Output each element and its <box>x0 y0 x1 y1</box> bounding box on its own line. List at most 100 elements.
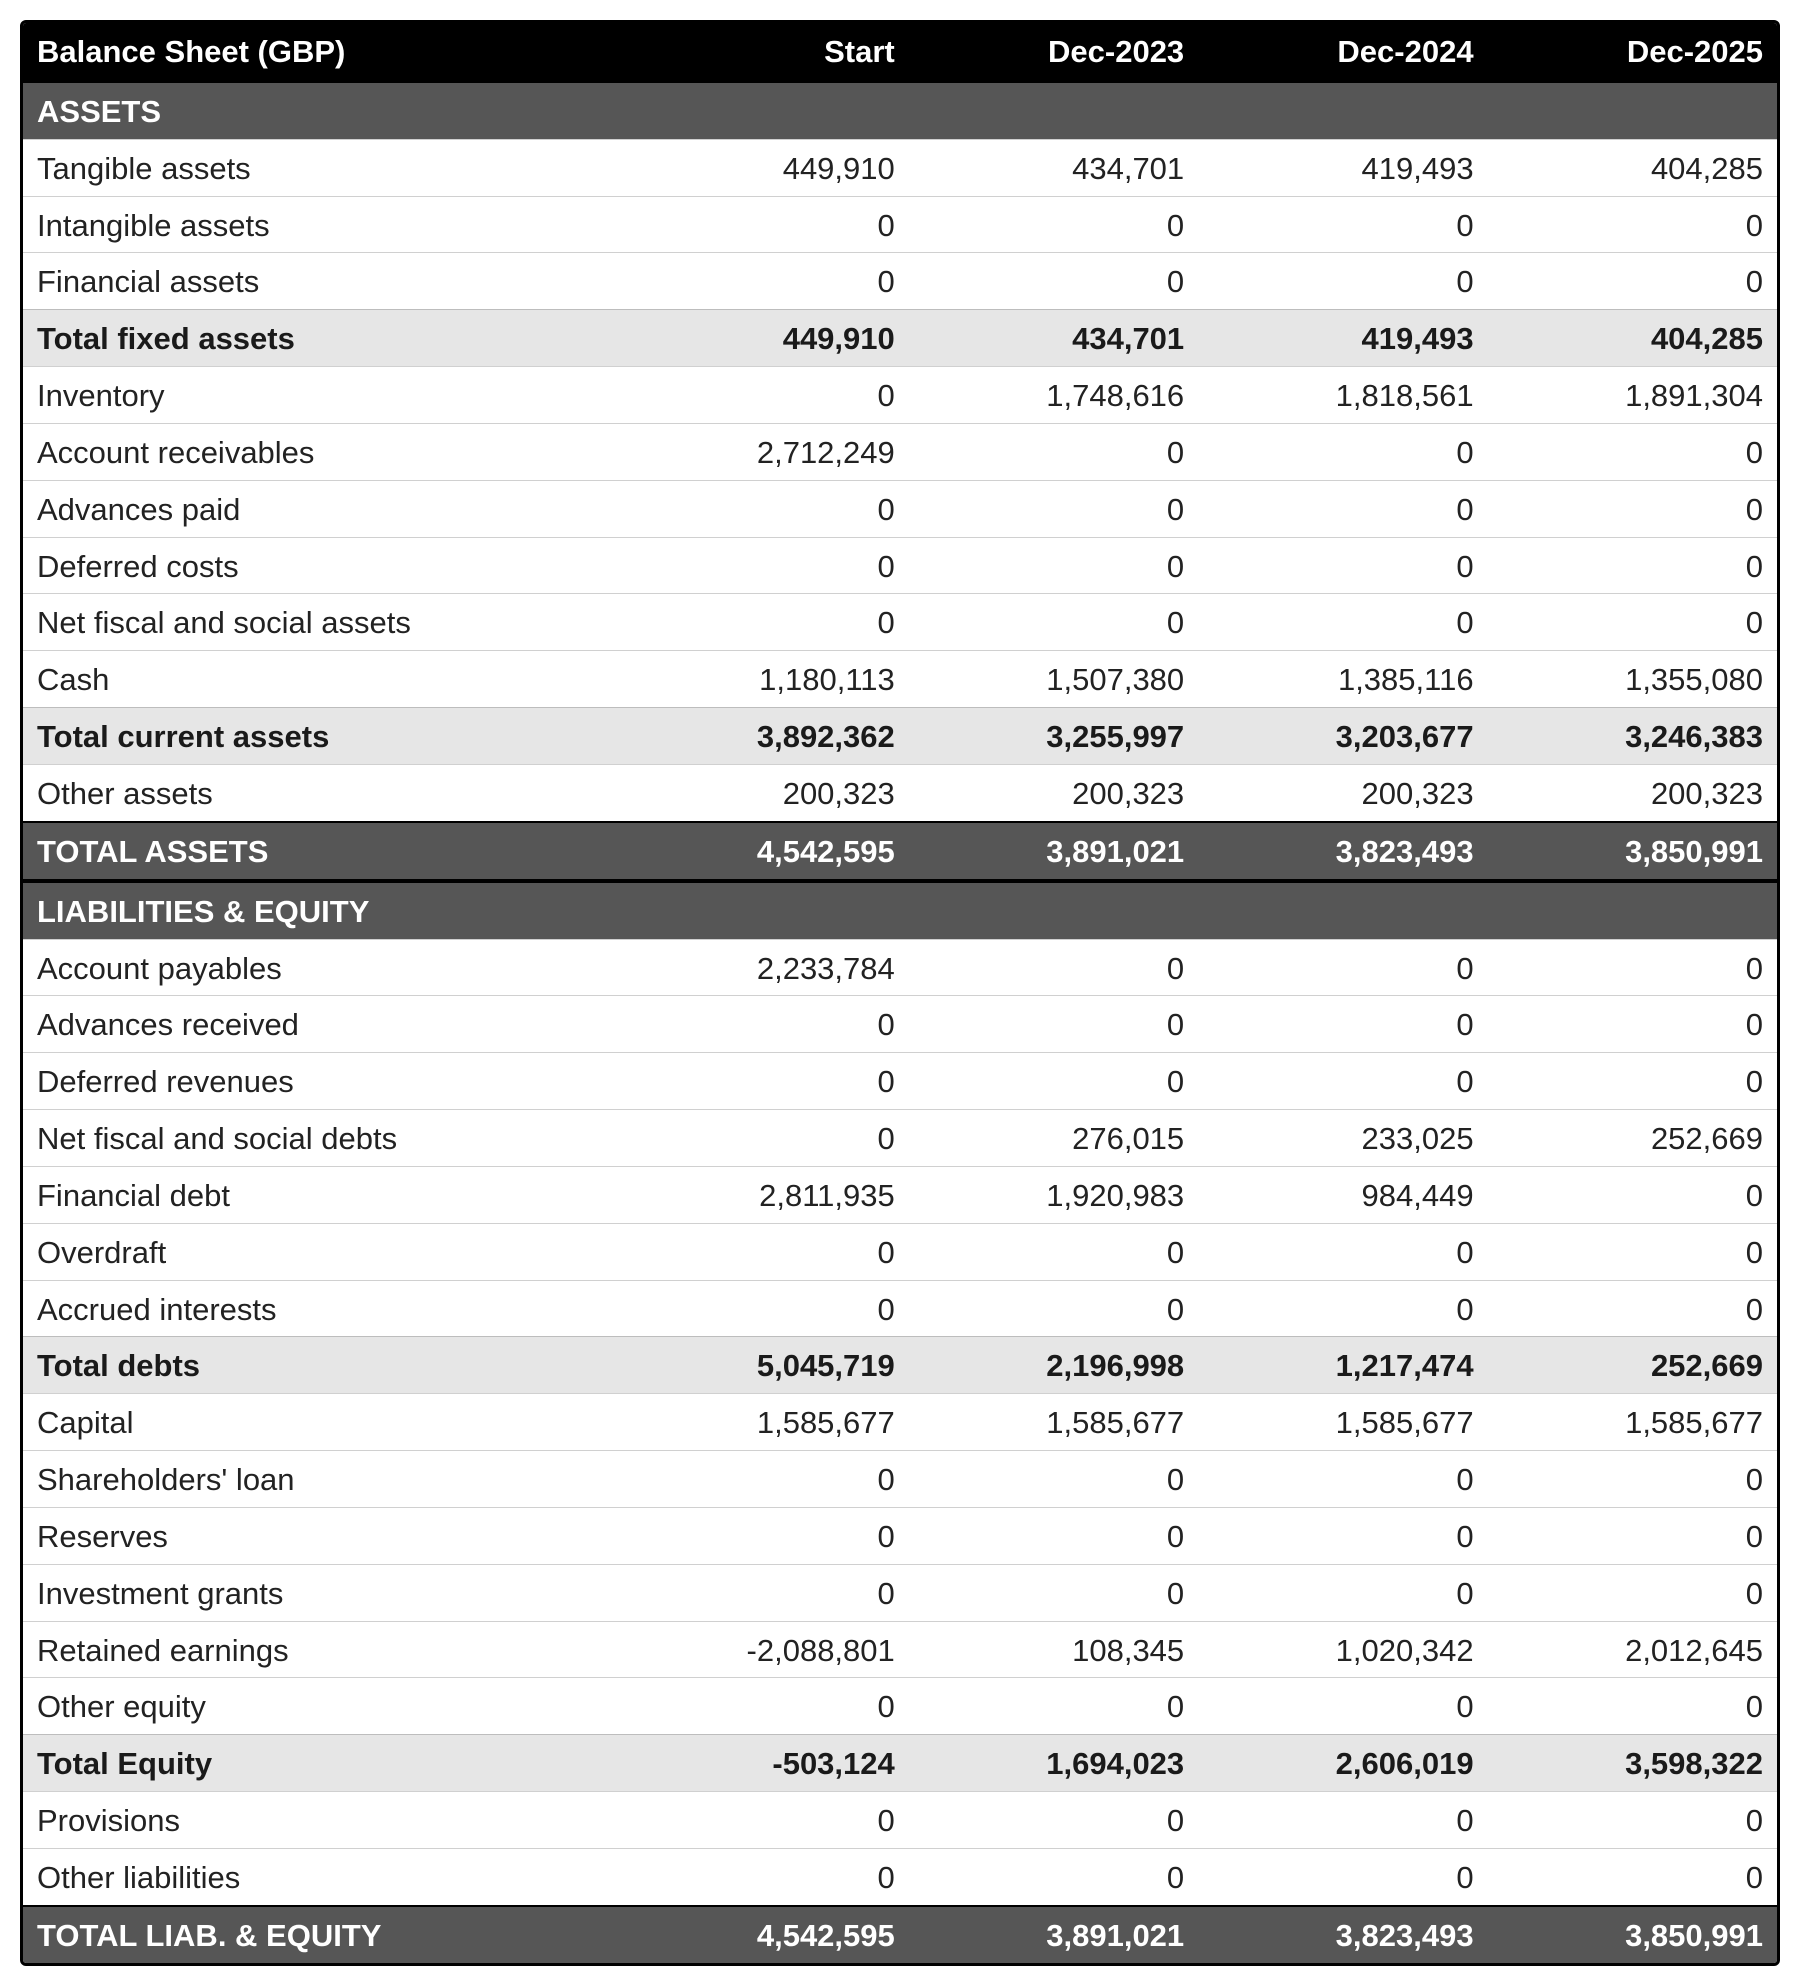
cell-value: 0 <box>619 996 908 1053</box>
cell-value: 0 <box>1198 939 1487 996</box>
cell-value: 0 <box>1198 480 1487 537</box>
cell-value: 0 <box>619 1053 908 1110</box>
cell-value: 0 <box>1198 1507 1487 1564</box>
cell-value: 984,449 <box>1198 1166 1487 1223</box>
cell-value: 1,217,474 <box>1198 1337 1487 1394</box>
row-label: Advances received <box>23 996 619 1053</box>
cell-value: 0 <box>909 1564 1198 1621</box>
cell-value: 0 <box>1488 537 1777 594</box>
cell-value: 1,585,677 <box>1488 1394 1777 1451</box>
row-label: Total Equity <box>23 1735 619 1792</box>
table-row: Investment grants0000 <box>23 1564 1777 1621</box>
table-row: Capital1,585,6771,585,6771,585,6771,585,… <box>23 1394 1777 1451</box>
cell-value: 0 <box>1198 423 1487 480</box>
cell-value: 0 <box>619 1792 908 1849</box>
cell-value: 0 <box>1488 1678 1777 1735</box>
table-row: Reserves0000 <box>23 1507 1777 1564</box>
cell-value: 0 <box>909 1053 1198 1110</box>
cell-value: 3,823,493 <box>1198 822 1487 881</box>
cell-value: 0 <box>909 1507 1198 1564</box>
table-row: Net fiscal and social assets0000 <box>23 594 1777 651</box>
cell-value: 0 <box>1488 423 1777 480</box>
row-label: Total current assets <box>23 708 619 765</box>
row-label: Financial assets <box>23 253 619 310</box>
cell-value: 2,712,249 <box>619 423 908 480</box>
table-row: Tangible assets449,910434,701419,493404,… <box>23 139 1777 196</box>
cell-value: 3,850,991 <box>1488 1906 1777 1963</box>
cell-value: 0 <box>1488 1451 1777 1508</box>
cell-value: 2,233,784 <box>619 939 908 996</box>
cell-value: 1,585,677 <box>1198 1394 1487 1451</box>
row-label: Total debts <box>23 1337 619 1394</box>
row-label: Investment grants <box>23 1564 619 1621</box>
cell-value: 1,694,023 <box>909 1735 1198 1792</box>
table-row: Retained earnings-2,088,801108,3451,020,… <box>23 1621 1777 1678</box>
cell-value: 0 <box>619 537 908 594</box>
table-row: Other assets200,323200,323200,323200,323 <box>23 764 1777 821</box>
cell-value: 434,701 <box>909 139 1198 196</box>
cell-value: 252,669 <box>1488 1110 1777 1167</box>
cell-value: 1,507,380 <box>909 651 1198 708</box>
cell-value: 4,542,595 <box>619 1906 908 1963</box>
cell-value: 0 <box>1488 1166 1777 1223</box>
row-label: Total fixed assets <box>23 310 619 367</box>
row-label: Deferred costs <box>23 537 619 594</box>
cell-value: 0 <box>1488 1507 1777 1564</box>
cell-value: 0 <box>1198 1678 1487 1735</box>
cell-value: 1,585,677 <box>619 1394 908 1451</box>
cell-value: 404,285 <box>1488 310 1777 367</box>
table-row: Total debts5,045,7192,196,9981,217,47425… <box>23 1337 1777 1394</box>
cell-value: 1,355,080 <box>1488 651 1777 708</box>
cell-value: 0 <box>1198 537 1487 594</box>
cell-value: 0 <box>619 1223 908 1280</box>
cell-value: 0 <box>1488 996 1777 1053</box>
col-header: Dec-2024 <box>1198 23 1487 81</box>
cell-value: 434,701 <box>909 310 1198 367</box>
table-row: Other equity0000 <box>23 1678 1777 1735</box>
table-row: Other liabilities0000 <box>23 1849 1777 1906</box>
cell-value: 2,606,019 <box>1198 1735 1487 1792</box>
row-label: Account payables <box>23 939 619 996</box>
table-row: Account receivables2,712,249000 <box>23 423 1777 480</box>
row-label: Net fiscal and social debts <box>23 1110 619 1167</box>
cell-value: 0 <box>619 1507 908 1564</box>
cell-value: 0 <box>619 196 908 253</box>
table-row: Provisions0000 <box>23 1792 1777 1849</box>
cell-value: 0 <box>1488 1849 1777 1906</box>
cell-value: 0 <box>909 1280 1198 1337</box>
table-row: Total Equity-503,1241,694,0232,606,0193,… <box>23 1735 1777 1792</box>
cell-value: 0 <box>1198 253 1487 310</box>
cell-value: 3,203,677 <box>1198 708 1487 765</box>
cell-value: 0 <box>619 367 908 424</box>
cell-value: 3,891,021 <box>909 1906 1198 1963</box>
cell-value: 4,542,595 <box>619 822 908 881</box>
cell-value: 0 <box>1198 1849 1487 1906</box>
row-label: TOTAL LIAB. & EQUITY <box>23 1906 619 1963</box>
cell-value: 419,493 <box>1198 139 1487 196</box>
cell-value: 200,323 <box>1488 764 1777 821</box>
cell-value: 0 <box>619 1678 908 1735</box>
cell-value: 0 <box>1198 1564 1487 1621</box>
cell-value: 0 <box>909 423 1198 480</box>
cell-value: 0 <box>1198 1451 1487 1508</box>
row-label: Provisions <box>23 1792 619 1849</box>
cell-value: 1,748,616 <box>909 367 1198 424</box>
cell-value: 0 <box>909 537 1198 594</box>
row-label: Inventory <box>23 367 619 424</box>
cell-value: 1,920,983 <box>909 1166 1198 1223</box>
row-label: Retained earnings <box>23 1621 619 1678</box>
table-row: Inventory01,748,6161,818,5611,891,304 <box>23 367 1777 424</box>
table-row: Total fixed assets449,910434,701419,4934… <box>23 310 1777 367</box>
row-label: Other assets <box>23 764 619 821</box>
cell-value: 0 <box>1488 1564 1777 1621</box>
cell-value: 1,818,561 <box>1198 367 1487 424</box>
cell-value: 0 <box>1198 1280 1487 1337</box>
cell-value: 276,015 <box>909 1110 1198 1167</box>
cell-value: 0 <box>619 1280 908 1337</box>
cell-value: 0 <box>1198 1792 1487 1849</box>
cell-value: 0 <box>909 1792 1198 1849</box>
cell-value: -503,124 <box>619 1735 908 1792</box>
cell-value: 0 <box>909 253 1198 310</box>
cell-value: 0 <box>909 939 1198 996</box>
row-label: Reserves <box>23 1507 619 1564</box>
